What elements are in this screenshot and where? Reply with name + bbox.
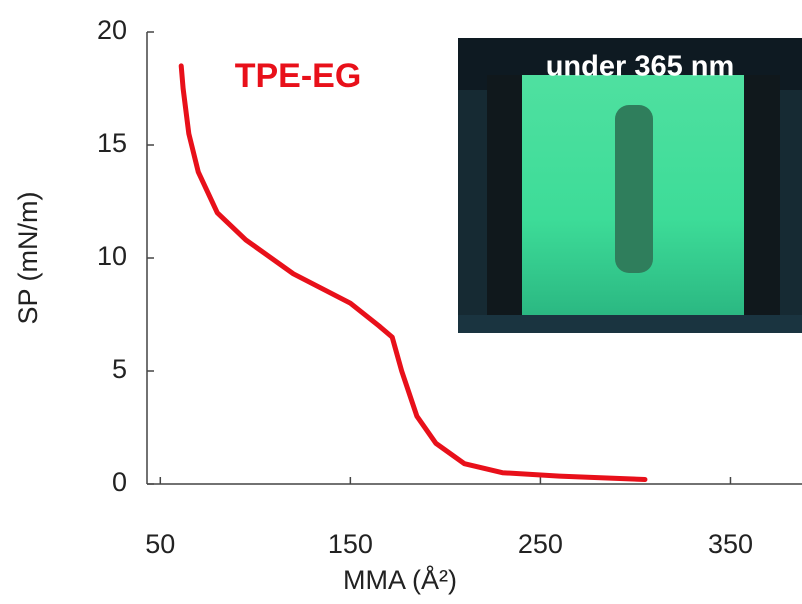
x-tick-label: 150 (328, 529, 373, 559)
y-tick-label: 15 (97, 128, 127, 158)
x-tick-label: 350 (708, 529, 753, 559)
page: under 365 nm TPE-EG MMA (Å²) SP (mN/m) 0… (0, 0, 802, 604)
x-tick-label: 50 (145, 529, 175, 559)
y-tick-label: 5 (112, 354, 127, 384)
inset-caption: under 365 nm (546, 51, 735, 83)
x-axis-label: MMA (Å²) (343, 564, 457, 595)
y-axis-label: SP (mN/m) (13, 192, 43, 325)
series-label: TPE-EG (235, 57, 362, 95)
y-tick-label: 0 (112, 467, 127, 497)
chart: under 365 nm TPE-EG MMA (Å²) SP (mN/m) 0… (0, 0, 802, 604)
y-tick-label: 10 (97, 241, 127, 271)
y-tick-label: 20 (97, 15, 127, 45)
x-tick-label: 250 (518, 529, 563, 559)
